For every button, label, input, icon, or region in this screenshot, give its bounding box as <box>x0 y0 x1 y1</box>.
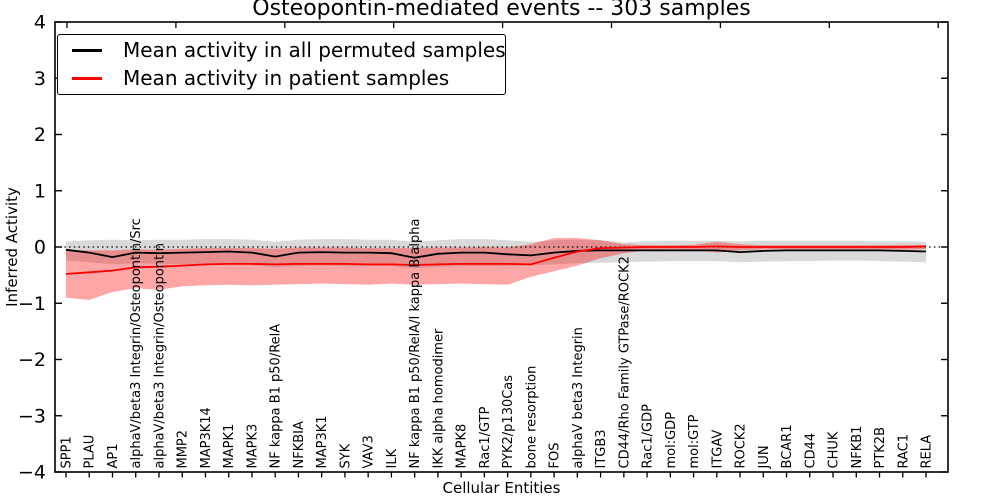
x-tick-label: Rac1/GDP <box>641 404 656 469</box>
x-tick-label: ITGAV <box>710 430 725 469</box>
x-tick-label: AP1 <box>106 443 121 468</box>
x-tick-label: MAPK1 <box>222 424 237 469</box>
x-tick-label: mol:GDP <box>664 412 679 469</box>
legend-label-patient: Mean activity in patient samples <box>123 66 450 90</box>
chart-title: Osteopontin-mediated events -- 303 sampl… <box>252 0 751 21</box>
legend-item-patient: Mean activity in patient samples <box>58 66 505 91</box>
permuted-mean-line <box>65 248 927 259</box>
legend: Mean activity in all permuted samples Me… <box>57 34 506 95</box>
x-tick-label: ITGB3 <box>594 429 609 468</box>
x-tick-label: NFKB1 <box>850 426 865 469</box>
x-tick-label: alphaV/beta3 Integrin/Osteopontin/Src <box>129 218 144 468</box>
y-tick-label: −3 <box>18 405 46 427</box>
y-tick-label: −4 <box>18 462 46 484</box>
y-tick-label: 3 <box>34 68 46 90</box>
x-tick-label: RAC1 <box>896 434 911 469</box>
x-tick-label: mol:GTP <box>687 414 702 468</box>
patient-line-swatch <box>72 77 102 80</box>
y-tick-label: 4 <box>34 12 46 34</box>
x-axis-label: Cellular Entities <box>442 479 561 497</box>
x-tick-label: VAV3 <box>362 435 377 468</box>
x-tick-label: MAPK8 <box>455 424 470 469</box>
legend-item-permuted: Mean activity in all permuted samples <box>58 38 506 63</box>
x-tick-label: SYK <box>338 443 353 468</box>
x-tick-label: MAP3K14 <box>199 407 214 468</box>
x-tick-label: PYK2/p130Cas <box>501 375 516 469</box>
x-tick-label: MAPK3 <box>245 424 260 469</box>
x-tick-label: PTK2B <box>873 427 888 469</box>
x-tick-label: NF kappa B1 p50/RelA/I kappa B alpha <box>408 219 423 469</box>
y-tick-label: −2 <box>18 349 46 371</box>
x-tick-label: NFKBIA <box>292 421 307 468</box>
x-tick-label: NF kappa B1 p50/RelA <box>269 324 284 469</box>
x-tick-label: CD44/Rho Family GTPase/ROCK2 <box>617 256 632 468</box>
x-tick-label: alphaV/beta3 Integrin/Osteopontin <box>153 243 168 468</box>
x-tick-label: bone resorption <box>524 366 539 469</box>
y-tick-label: 0 <box>34 237 46 259</box>
x-tick-label: IKK alpha homodimer <box>431 328 446 469</box>
x-tick-label: ROCK2 <box>734 423 749 468</box>
y-tick-label: 1 <box>34 180 46 202</box>
x-tick-label: Rac1/GTP <box>478 406 493 468</box>
y-tick-label: 2 <box>34 124 46 146</box>
x-tick-label: MMP2 <box>176 430 191 469</box>
x-tick-label: CD44 <box>803 433 818 469</box>
x-tick-label: BCAR1 <box>780 425 795 469</box>
y-tick-label: −1 <box>18 293 46 315</box>
x-tick-label: CHUK <box>827 431 842 468</box>
patient-band <box>66 238 926 300</box>
x-tick-label: FOS <box>548 443 563 469</box>
patient-mean-line <box>65 245 927 275</box>
legend-label-permuted: Mean activity in all permuted samples <box>123 38 506 62</box>
x-tick-label: JUN <box>757 445 772 469</box>
x-tick-label: RELA <box>920 435 935 469</box>
x-tick-label: SPP1 <box>60 436 75 468</box>
x-tick-label: alphaV beta3 Integrin <box>571 327 586 468</box>
x-tick-label: MAP3K1 <box>315 415 330 468</box>
x-tick-label: ILK <box>385 448 400 468</box>
y-axis-label: Inferred Activity <box>3 187 21 307</box>
permuted-line-swatch <box>72 49 102 52</box>
x-tick-label: PLAU <box>83 435 98 469</box>
